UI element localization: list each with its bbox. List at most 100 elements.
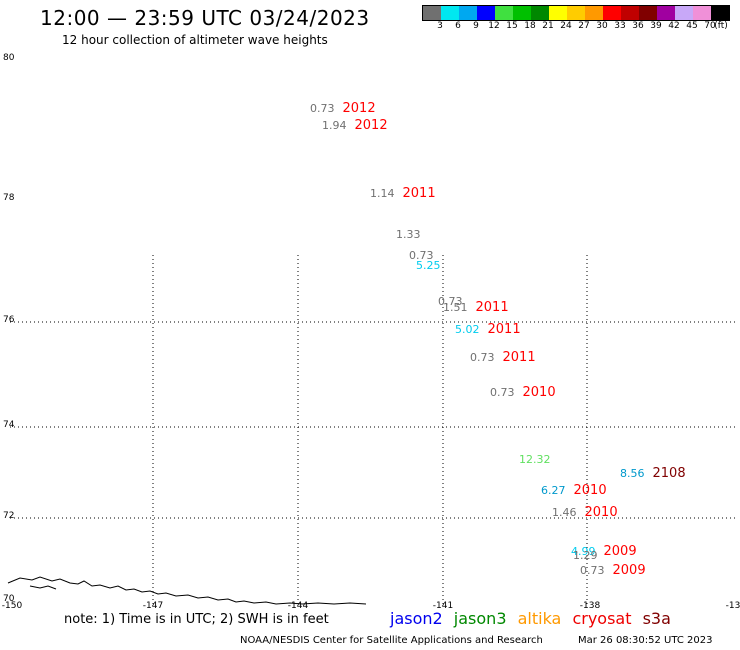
- observation: 1.51 2011: [443, 296, 509, 315]
- coastline: [7, 576, 367, 605]
- scale-label: 9: [473, 21, 479, 31]
- scale-label: 12: [488, 21, 500, 31]
- footnote: note: 1) Time is in UTC; 2) SWH is in fe…: [64, 612, 329, 627]
- lon-label-144: -144: [287, 601, 309, 611]
- scale-swatch: [531, 6, 549, 20]
- legend-s3a: s3a: [642, 609, 671, 628]
- scale-swatch: [639, 6, 657, 20]
- observation: 1.29: [573, 544, 606, 563]
- observation: 5.25: [416, 254, 449, 273]
- obs-swh: 0.73: [310, 102, 335, 115]
- obs-swh: 5.02: [455, 323, 480, 336]
- lat-label-74: 74: [3, 420, 15, 430]
- scale-swatch: [477, 6, 495, 20]
- color-scale-labels: 3 6 9 12 15 18 21 24 27 30 33 36 39 42 45 70 (ft): [422, 21, 740, 33]
- scale-label: 3: [437, 21, 443, 31]
- obs-time: 2010: [584, 505, 618, 520]
- scale-swatch: [495, 6, 513, 20]
- scale-swatch: [549, 6, 567, 20]
- scale-swatch: [423, 6, 441, 20]
- observation: 0.73 2011: [470, 346, 536, 365]
- observation: 6.27 2010: [541, 479, 607, 498]
- obs-time: 2012: [354, 118, 388, 133]
- obs-swh: 8.56: [620, 467, 645, 480]
- scale-label: 42: [668, 21, 680, 31]
- obs-swh: 0.73: [470, 351, 495, 364]
- observation: 8.56 2108: [620, 462, 686, 481]
- legend-jason3: jason3: [453, 609, 507, 628]
- obs-swh: 1.14: [370, 187, 395, 200]
- satellite-legend: jason2 jason3 altika cryosat s3a: [390, 609, 677, 628]
- obs-time: 2012: [342, 101, 376, 116]
- obs-swh: 1.94: [322, 119, 347, 132]
- scale-label: 18: [524, 21, 536, 31]
- obs-swh: 4.99: [571, 545, 596, 558]
- scale-swatch: [621, 6, 639, 20]
- lon-label-147: -147: [142, 601, 164, 611]
- scale-label: 30: [596, 21, 608, 31]
- obs-time: 2010: [522, 385, 556, 400]
- obs-time: 2011: [487, 322, 521, 337]
- scale-label: 21: [542, 21, 554, 31]
- scale-label: 27: [578, 21, 590, 31]
- chart-title: 12:00 — 23:59 UTC 03/24/2023: [40, 6, 370, 30]
- scale-label: 45: [686, 21, 698, 31]
- obs-swh: 1.33: [396, 228, 421, 241]
- scale-swatch: [657, 6, 675, 20]
- observation: 0.73: [409, 244, 442, 263]
- longitude-gridlines: [152, 255, 588, 605]
- observation: 12.32: [519, 448, 559, 467]
- observation: 0.73 2010: [490, 381, 556, 400]
- obs-time: 2009: [603, 544, 637, 559]
- lon-label-138: -138: [579, 601, 601, 611]
- scale-swatch: [513, 6, 531, 20]
- obs-swh: 5.25: [416, 259, 441, 272]
- latitude-gridlines: [10, 321, 735, 519]
- scale-label: 33: [614, 21, 626, 31]
- scale-swatch: [459, 6, 477, 20]
- obs-swh: 0.73: [438, 295, 463, 308]
- obs-swh: 1.51: [443, 301, 468, 314]
- obs-swh: 0.73: [409, 249, 434, 262]
- scale-swatch: [567, 6, 585, 20]
- observation: 0.73: [438, 290, 471, 309]
- obs-swh: 0.73: [490, 386, 515, 399]
- obs-time: 2011: [475, 300, 509, 315]
- lon-label-141: -141: [432, 601, 454, 611]
- obs-time: 2010: [573, 483, 607, 498]
- obs-swh: 6.27: [541, 484, 566, 497]
- obs-swh: 1.29: [573, 549, 598, 562]
- scale-label: 39: [650, 21, 662, 31]
- scale-label: 70: [704, 21, 716, 31]
- obs-swh: 12.32: [519, 453, 551, 466]
- scale-label: 6: [455, 21, 461, 31]
- coastline-island: [29, 585, 57, 590]
- observation: 1.14 2011: [370, 182, 436, 201]
- color-scale-bar: [422, 5, 730, 21]
- scale-swatch: [441, 6, 459, 20]
- legend-jason2: jason2: [390, 609, 443, 628]
- footer-credit: NOAA/NESDIS Center for Satellite Applica…: [240, 635, 543, 646]
- scale-swatch: [675, 6, 693, 20]
- legend-cryosat: cryosat: [572, 609, 632, 628]
- obs-time: 2011: [402, 186, 436, 201]
- scale-swatch: [693, 6, 711, 20]
- scale-swatch: [711, 6, 729, 20]
- legend-altika: altika: [517, 609, 562, 628]
- scale-label: 24: [560, 21, 572, 31]
- observation: 0.73 2012: [310, 97, 376, 116]
- scale-swatch: [603, 6, 621, 20]
- lat-label-78: 78: [3, 193, 15, 203]
- observation: 5.02 2011: [455, 318, 521, 337]
- lat-label-72: 72: [3, 511, 15, 521]
- scale-label: 36: [632, 21, 644, 31]
- observation: 0.73 2009: [580, 559, 646, 578]
- footer-timestamp: Mar 26 08:30:52 UTC 2023: [578, 635, 713, 646]
- obs-time: 2108: [652, 466, 686, 481]
- scale-label: (ft): [714, 21, 728, 31]
- observation: 1.46 2010: [552, 501, 618, 520]
- lon-label-150: -150: [1, 601, 23, 611]
- lat-label-80: 80: [3, 53, 15, 63]
- observation: 1.33: [396, 223, 429, 242]
